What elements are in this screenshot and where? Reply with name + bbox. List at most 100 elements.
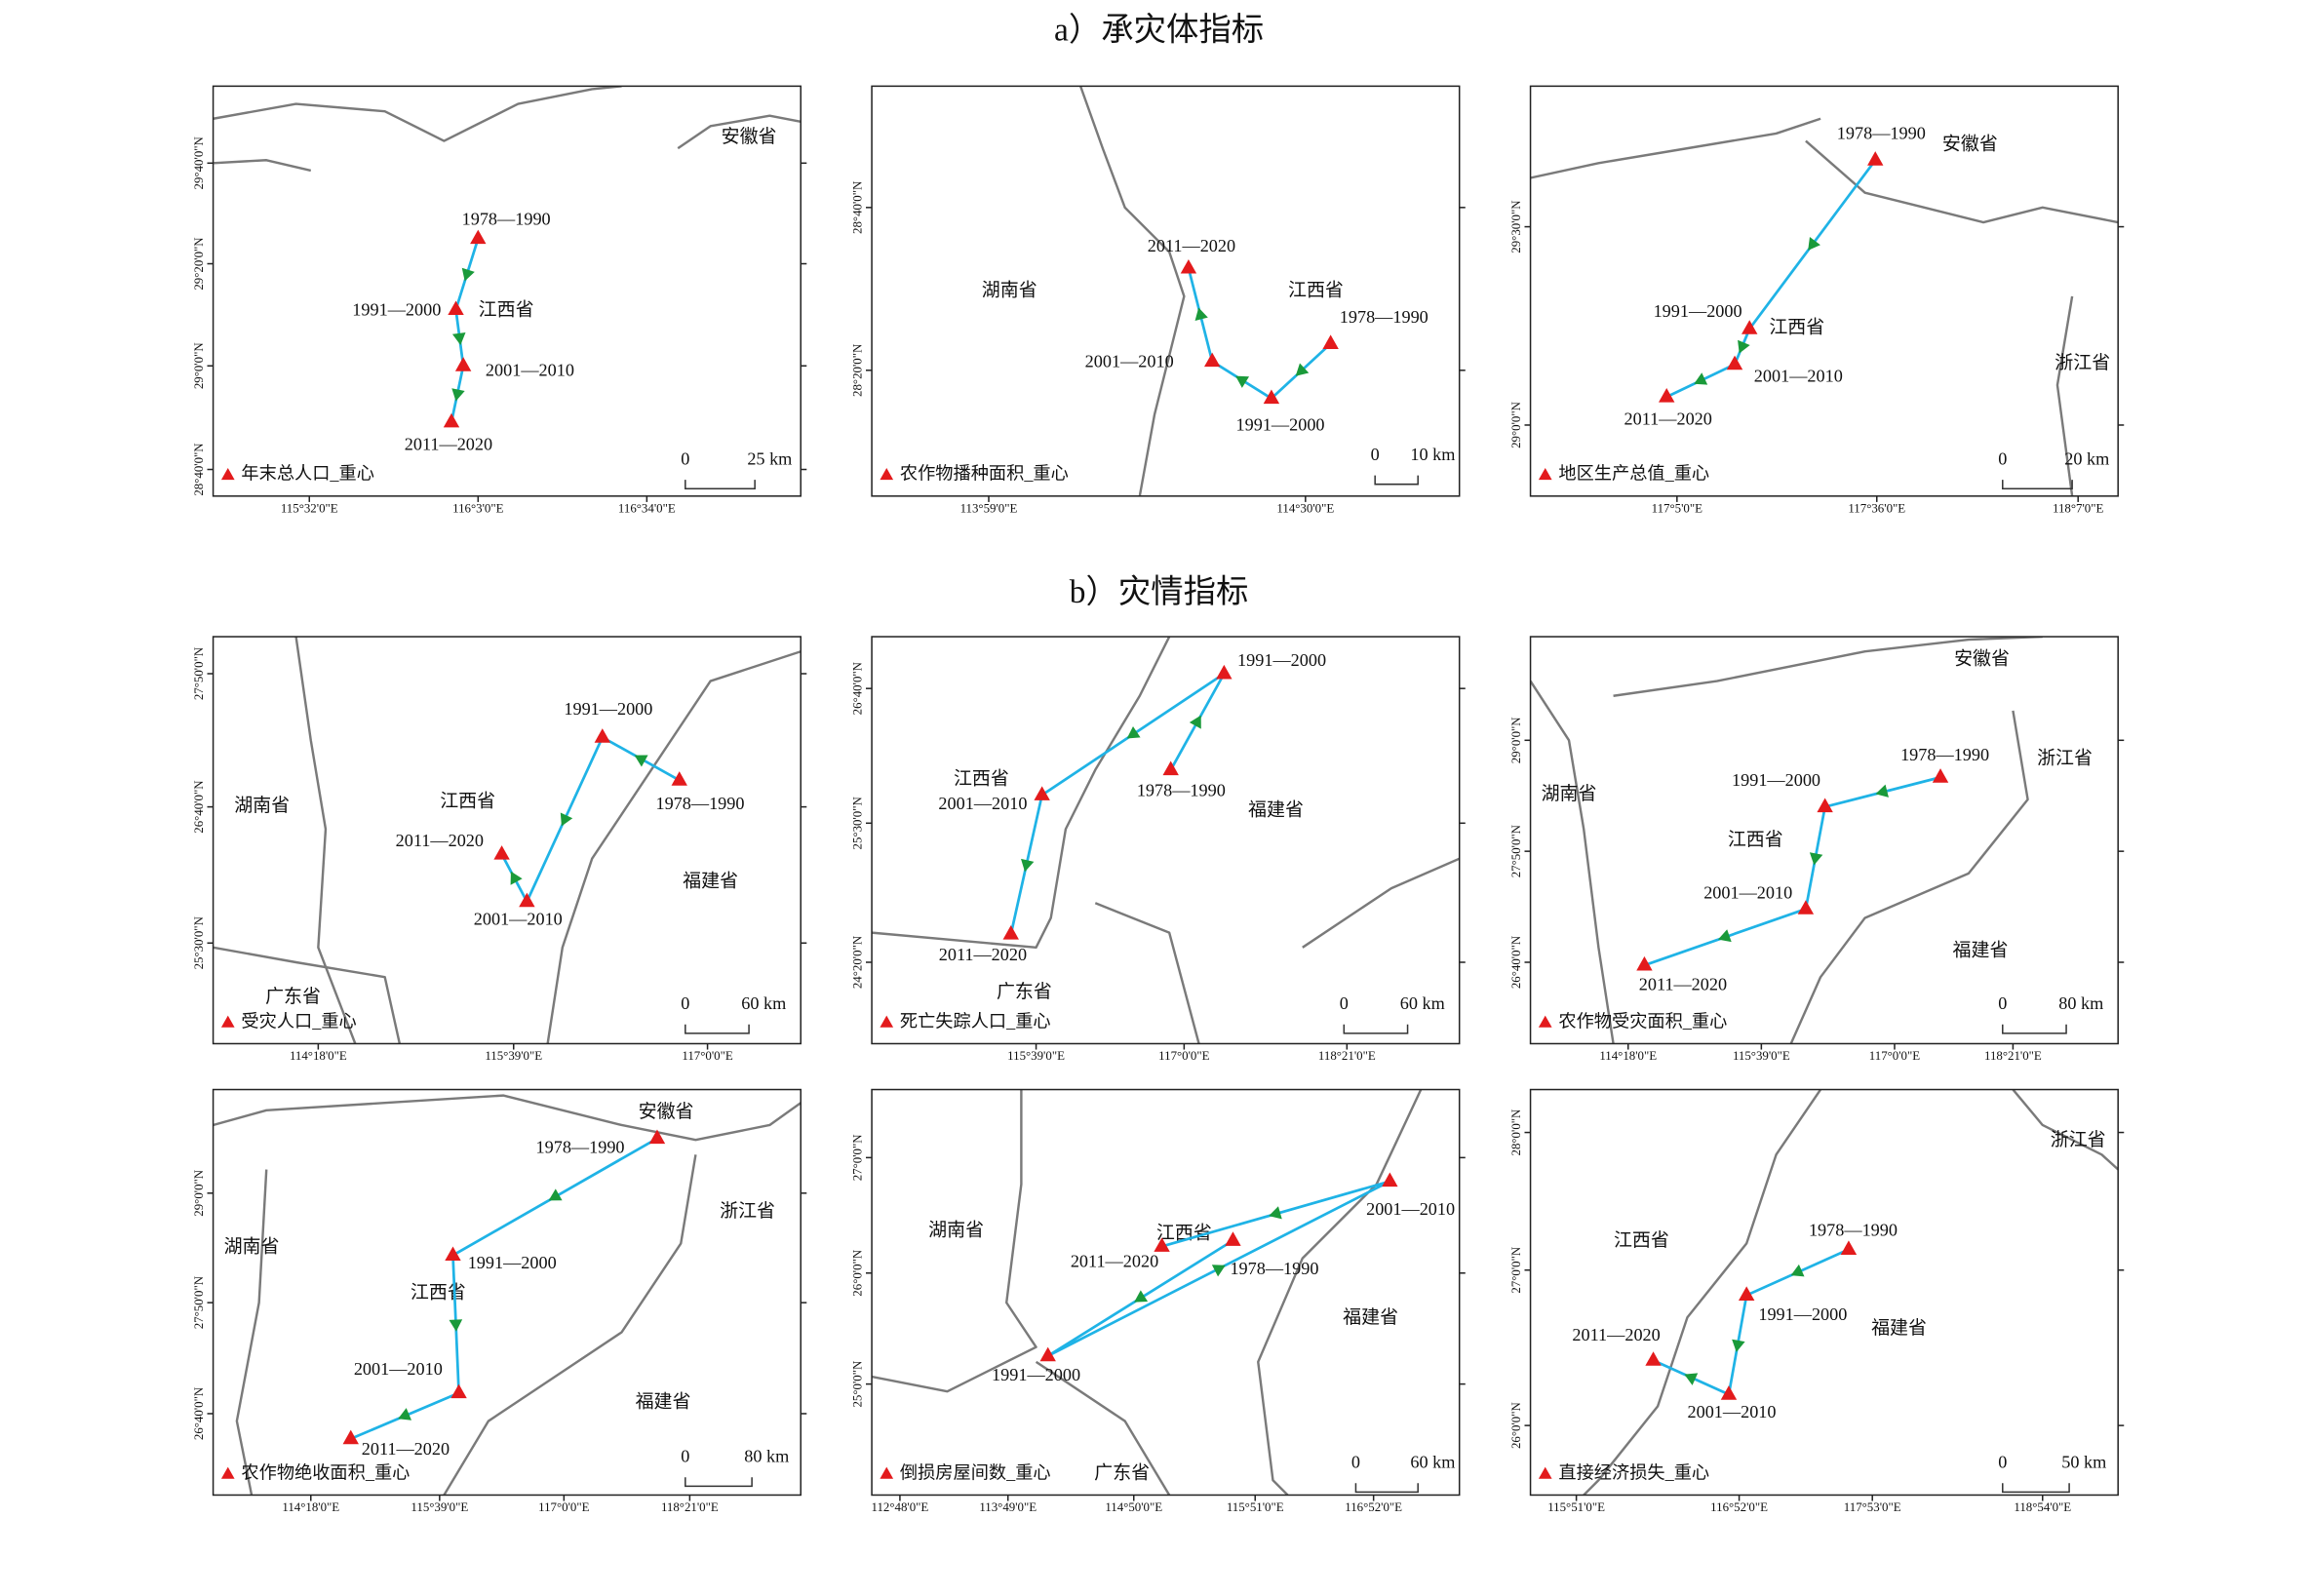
map-frame (1529, 636, 2119, 1045)
centroid-marker (1216, 664, 1233, 680)
centroid-marker (454, 357, 472, 371)
period-label: 2011—2020 (1572, 1325, 1660, 1344)
x-tick-label: 113°49'0"E (979, 1500, 1037, 1514)
centroid-marker (1263, 389, 1280, 405)
x-tick-label: 114°18'0"E (1599, 1049, 1657, 1063)
direction-arrow (1126, 726, 1141, 739)
centroid-marker (1742, 320, 1758, 334)
period-label: 2011—2020 (405, 434, 492, 453)
legend-label: 农作物播种面积_重心 (900, 464, 1069, 484)
region-label: 江西省 (954, 768, 1009, 790)
y-tick-label: 26°40'0"N (192, 1386, 206, 1440)
period-label: 1991—2000 (1758, 1304, 1847, 1324)
region-label: 江西省 (479, 298, 534, 320)
direction-arrow (1211, 1265, 1226, 1277)
x-tick-label: 115°39'0"E (1007, 1049, 1065, 1063)
map-panel: 29°0'0"N 27°50'0"N 26°40'0"N 114°18'0"E 115°… (1509, 636, 2125, 1063)
direction-arrow (1295, 363, 1310, 376)
period-label: 1978—1990 (1230, 1259, 1318, 1278)
province-border (1094, 902, 1200, 1044)
map-panel: 26°40'0"N 25°30'0"N 24°20'0"N 115°39'0"E 117… (850, 636, 1466, 1063)
y-tick-label: 29°0'0"N (192, 1169, 206, 1217)
map-frame (212, 636, 802, 1045)
scale-bar (2002, 1483, 2070, 1494)
x-tick-label: 115°39'0"E (1733, 1049, 1790, 1063)
y-tick-label: 27°0'0"N (1509, 1246, 1523, 1294)
province-border (1257, 1089, 1423, 1496)
region-label: 安徽省 (1942, 133, 1998, 154)
centroid-marker (470, 229, 487, 245)
direction-arrow (451, 388, 465, 402)
province-border (443, 1154, 697, 1496)
x-tick-label: 116°3'0"E (452, 501, 503, 515)
borders (213, 86, 802, 173)
section-title: b）灾情指标 (1070, 574, 1249, 610)
scale-label: 80 km (2058, 993, 2103, 1013)
centroid-marker (1180, 258, 1197, 274)
region-label: 浙江省 (2051, 1129, 2106, 1150)
province-border (1583, 1089, 1822, 1496)
period-label: 1991—2000 (352, 299, 441, 319)
region-label: 安徽省 (722, 126, 777, 147)
province-border (213, 1094, 802, 1142)
scale-label: 25 km (747, 449, 792, 469)
period-label: 2001—2010 (1754, 367, 1843, 386)
centroid-marker (1225, 1231, 1241, 1246)
scale-label: 0 (681, 993, 689, 1013)
region-label: 浙江省 (2037, 747, 2093, 768)
region-label: 安徽省 (639, 1101, 694, 1122)
province-border (2012, 1089, 2119, 1171)
legend-marker (880, 1466, 894, 1479)
period-label: 2001—2010 (1085, 351, 1174, 370)
region-label: 浙江省 (2055, 352, 2110, 373)
centroid-marker (519, 892, 535, 908)
scale-bar (1374, 475, 1419, 486)
borders (213, 637, 802, 1044)
direction-arrow (449, 1319, 463, 1332)
period-label: 1978—1990 (1900, 745, 1989, 764)
borders (1530, 637, 2043, 1044)
map-background (872, 1089, 1460, 1496)
period-label: 2001—2010 (354, 1359, 443, 1379)
y-tick-label: 28°40'0"N (850, 180, 864, 234)
y-tick-label: 24°20'0"N (850, 935, 864, 989)
borders (213, 1094, 802, 1496)
y-tick-label: 26°40'0"N (1509, 935, 1523, 989)
period-label: 1978—1990 (536, 1137, 625, 1156)
x-tick-label: 115°51'0"E (1547, 1500, 1605, 1514)
legend-label: 受灾人口_重心 (241, 1011, 356, 1031)
province-border (1078, 86, 1186, 496)
scale-bar (1354, 1483, 1419, 1494)
region-label: 湖南省 (224, 1235, 280, 1257)
scale-label: 0 (681, 449, 689, 469)
region-label: 江西省 (1769, 317, 1824, 338)
map-frame (212, 85, 802, 497)
legend-label: 农作物受灾面积_重心 (1558, 1011, 1727, 1031)
x-tick-label: 118°7'0"E (2053, 501, 2103, 515)
legend-label: 年末总人口_重心 (241, 464, 374, 484)
province-border (1530, 117, 1821, 179)
x-tick-label: 115°39'0"E (485, 1049, 542, 1063)
direction-arrow (1694, 372, 1708, 385)
direction-arrow (461, 267, 475, 282)
centroid-marker (443, 412, 460, 428)
direction-arrow (1875, 784, 1889, 798)
scale-bar (685, 1477, 753, 1488)
period-label: 2011—2020 (396, 831, 484, 850)
direction-arrow (560, 812, 573, 827)
scale-bar (2002, 480, 2073, 490)
x-tick-label: 114°30'0"E (1276, 501, 1334, 515)
centroid-marker (1726, 355, 1743, 370)
scale-bar (1343, 1024, 1409, 1034)
scale-bar (685, 480, 756, 490)
region-label: 江西省 (1614, 1229, 1669, 1251)
x-tick-label: 117°53'0"E (1844, 1500, 1901, 1514)
map-background (213, 637, 802, 1044)
period-label: 2011—2020 (1624, 409, 1712, 429)
direction-arrow (1738, 339, 1750, 354)
x-tick-label: 117°0'0"E (1158, 1049, 1209, 1063)
map-background (872, 637, 1460, 1044)
region-label: 湖南省 (234, 795, 290, 816)
scale-bar (2002, 1024, 2067, 1034)
scale-label: 0 (1998, 1453, 2007, 1472)
